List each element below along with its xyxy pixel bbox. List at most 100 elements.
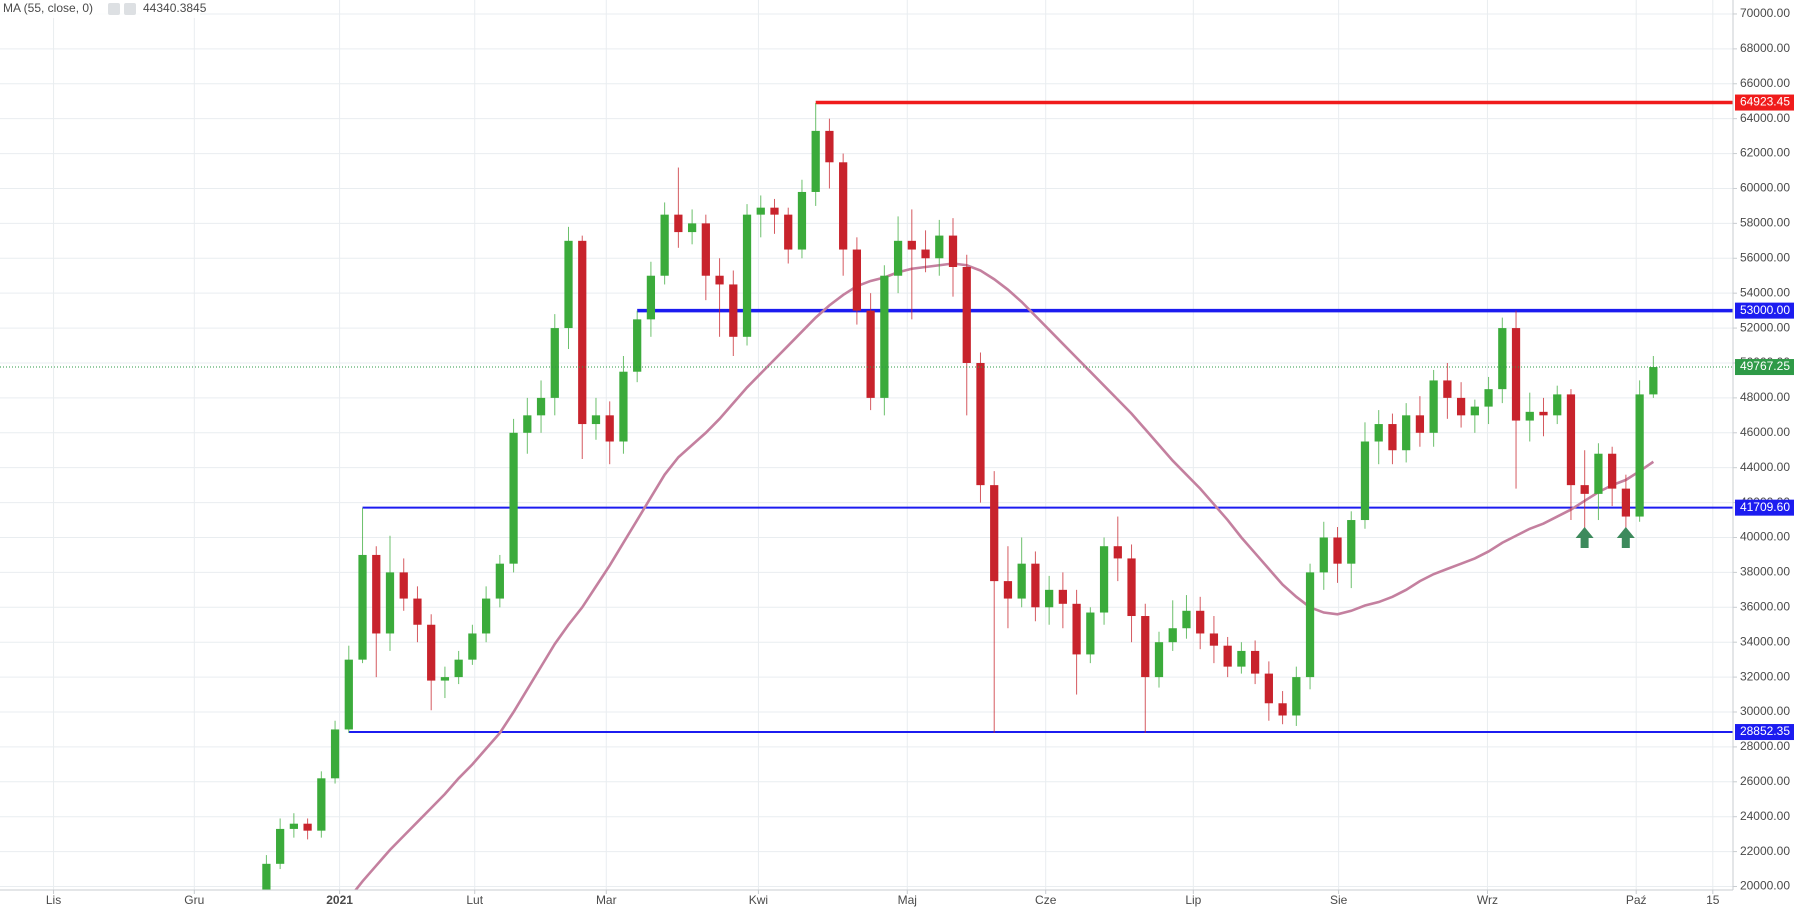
x-tick-label: 2021 xyxy=(326,893,353,907)
x-tick-label: Kwi xyxy=(749,893,768,907)
x-tick-label: Lis xyxy=(46,893,61,907)
candle-body xyxy=(1278,703,1287,716)
x-tick-label: Lut xyxy=(466,893,483,907)
candle-body xyxy=(935,235,944,259)
close-icon[interactable] xyxy=(124,3,136,15)
candle-body xyxy=(523,415,532,433)
candle-body xyxy=(756,207,765,215)
candle-body xyxy=(1031,563,1040,608)
candle-body xyxy=(729,284,738,337)
y-tick-label: 38000.00 xyxy=(1740,565,1790,579)
y-tick-label: 58000.00 xyxy=(1740,216,1790,230)
y-tick-label: 64000.00 xyxy=(1740,111,1790,125)
candle-body xyxy=(1058,589,1067,604)
candle-body xyxy=(921,249,930,259)
candle-body xyxy=(1594,453,1603,494)
last-price-bg xyxy=(1735,359,1794,376)
candle-body xyxy=(1154,642,1164,678)
y-tick-label: 46000.00 xyxy=(1740,425,1790,439)
candle-body xyxy=(1099,546,1109,613)
candle-body xyxy=(742,214,752,337)
candle-body xyxy=(550,328,559,398)
candle-body xyxy=(1347,520,1356,564)
grid xyxy=(0,0,1733,890)
candle-body xyxy=(1127,558,1136,617)
candle-body xyxy=(1045,589,1054,608)
candle-body xyxy=(495,563,504,599)
candle-body xyxy=(1415,415,1425,433)
y-tick-label: 60000.00 xyxy=(1740,181,1790,195)
level-label-bg xyxy=(1735,302,1794,319)
candle-body xyxy=(1553,394,1562,416)
candle-body xyxy=(1429,380,1438,433)
settings-icon[interactable] xyxy=(108,3,120,15)
y-tick-label: 40000.00 xyxy=(1740,530,1790,544)
y-tick-label: 34000.00 xyxy=(1740,634,1790,648)
candle-body xyxy=(1525,411,1534,421)
x-tick-label: Sie xyxy=(1330,893,1348,907)
y-tick-label: 54000.00 xyxy=(1740,285,1790,299)
candle-body xyxy=(1360,441,1370,521)
x-tick-label: Maj xyxy=(898,893,917,907)
level-label-bg xyxy=(1735,499,1794,516)
candle-body xyxy=(866,310,875,398)
level-label-bg xyxy=(1735,724,1794,741)
candle-body xyxy=(1237,650,1246,667)
candle-body xyxy=(1333,537,1342,564)
candle-body xyxy=(454,659,463,678)
level-label: 41709.60 xyxy=(1740,500,1790,514)
candle-body xyxy=(1305,572,1315,678)
candle-body xyxy=(1566,394,1576,486)
candle-body xyxy=(1003,581,1013,599)
candle-body xyxy=(839,162,848,250)
candle-body xyxy=(1649,367,1658,395)
candle-body xyxy=(1388,424,1397,451)
candle-body xyxy=(605,415,614,442)
candle-body xyxy=(1319,537,1328,573)
y-tick-label: 44000.00 xyxy=(1740,460,1790,474)
candle-body xyxy=(797,191,807,250)
candle-body xyxy=(303,823,312,831)
candle-body xyxy=(468,633,477,660)
candle-body xyxy=(1017,563,1026,599)
y-tick-label: 52000.00 xyxy=(1740,320,1790,334)
candle-body xyxy=(619,371,628,442)
indicator-name: MA (55, close, 0) xyxy=(3,1,93,15)
candle-body xyxy=(1402,415,1411,451)
candle-body xyxy=(1443,380,1452,398)
level-label: 28852.35 xyxy=(1740,724,1790,738)
level-label: 53000.00 xyxy=(1740,303,1790,317)
candle-body xyxy=(427,624,436,681)
candle-body xyxy=(646,275,656,320)
candle-body xyxy=(701,223,710,276)
y-tick-label: 32000.00 xyxy=(1740,669,1790,683)
candle-body xyxy=(1621,488,1631,517)
level-label-bg xyxy=(1735,94,1794,111)
candle-body xyxy=(591,415,601,425)
candle-body xyxy=(880,275,889,398)
y-tick-label: 48000.00 xyxy=(1740,390,1790,404)
candle-body xyxy=(687,223,697,233)
y-axis-panel xyxy=(1733,0,1794,910)
candle-body xyxy=(1539,411,1548,416)
candle-body xyxy=(440,677,450,681)
candle-body xyxy=(976,362,985,486)
x-tick-label: Lip xyxy=(1185,893,1201,907)
x-tick-label: 15 xyxy=(1706,893,1720,907)
x-tick-label: Cze xyxy=(1035,893,1057,907)
candle-body xyxy=(852,249,862,311)
y-tick-label: 22000.00 xyxy=(1740,844,1790,858)
candle-body xyxy=(578,240,587,425)
candle-body xyxy=(1511,328,1521,421)
candle-body xyxy=(1580,485,1589,494)
candle-body xyxy=(715,275,724,285)
candle-body xyxy=(907,240,916,250)
candle-body xyxy=(825,130,834,163)
candle-body xyxy=(1086,612,1095,655)
legend: MA (55, close, 0) 44340.3845 xyxy=(0,0,207,18)
x-tick-label: Paź xyxy=(1626,893,1647,907)
candle-body xyxy=(811,130,820,192)
x-tick-label: Wrz xyxy=(1477,893,1498,907)
candle-body xyxy=(289,823,298,829)
